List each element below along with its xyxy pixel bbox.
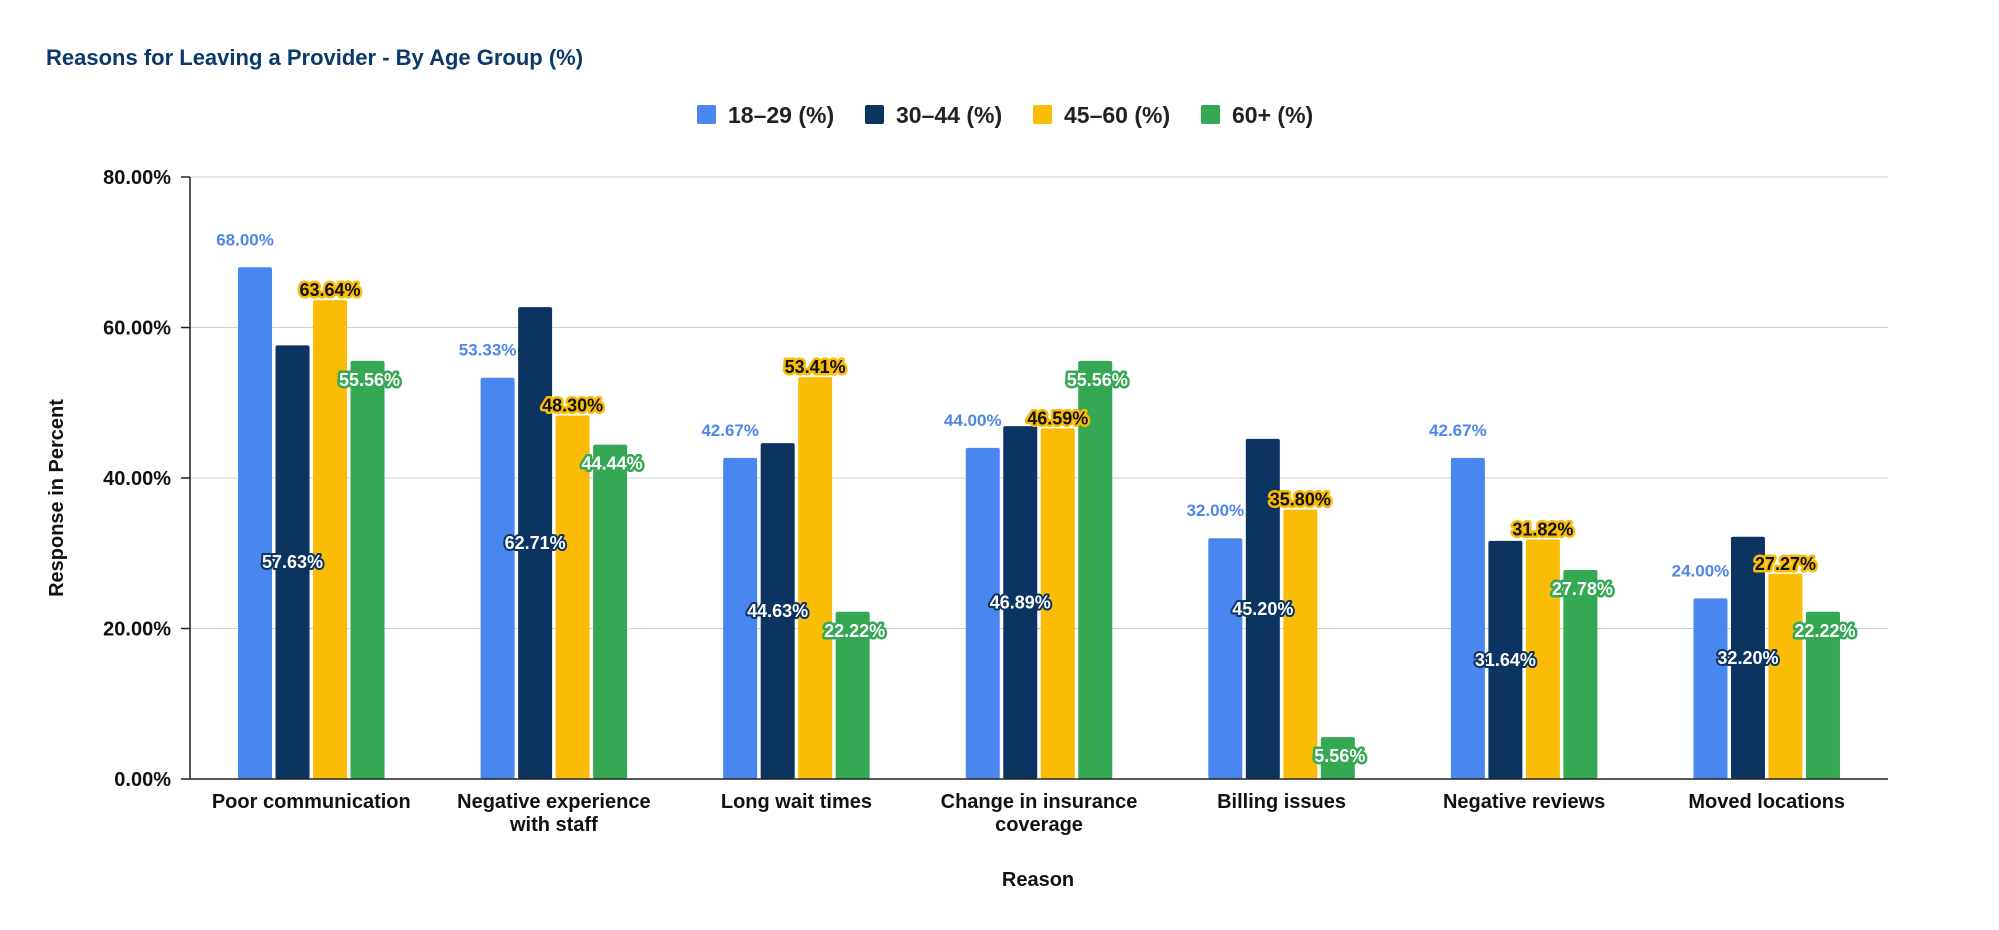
data-labels: 68.00% 57.63% 63.64% 55.56% 53.33% 62.71% 48.3… bbox=[216, 230, 1858, 768]
bar bbox=[965, 447, 1000, 779]
bar bbox=[1320, 737, 1355, 779]
data-label: 44.44% bbox=[582, 454, 643, 474]
data-label: 53.41% bbox=[785, 357, 846, 377]
legend-swatch bbox=[1201, 105, 1220, 124]
data-label: 68.00% bbox=[216, 230, 274, 249]
data-label: 46.59% bbox=[1027, 408, 1088, 428]
x-category-label: Negative reviews bbox=[1443, 791, 1605, 813]
bar bbox=[798, 377, 833, 779]
bar bbox=[313, 300, 348, 779]
bar bbox=[1283, 509, 1318, 779]
data-label: 42.67% bbox=[1429, 421, 1487, 440]
legend-label: 60+ (%) bbox=[1232, 102, 1313, 128]
data-label: 57.63% bbox=[262, 552, 323, 572]
y-tick-label: 80.00% bbox=[103, 167, 171, 189]
y-tick-label: 40.00% bbox=[103, 468, 171, 490]
data-label: 45.20% bbox=[1232, 599, 1293, 619]
legend-swatch bbox=[697, 105, 716, 124]
bar bbox=[275, 345, 310, 779]
bar bbox=[1245, 438, 1280, 779]
bar bbox=[1805, 611, 1840, 779]
bar bbox=[1078, 360, 1113, 779]
bar bbox=[350, 360, 385, 779]
gridlines bbox=[190, 176, 1888, 629]
bar bbox=[1208, 538, 1243, 779]
y-axis-ticks: 0.00% 20.00% 40.00% 60.00% 80.00% bbox=[103, 167, 190, 791]
bar bbox=[480, 377, 515, 779]
axes bbox=[189, 177, 1888, 780]
data-label: 35.80% bbox=[1270, 490, 1331, 510]
data-label: 46.89% bbox=[990, 593, 1051, 613]
data-label: 32.00% bbox=[1186, 501, 1244, 520]
legend-swatch bbox=[1033, 105, 1052, 124]
data-label: 53.33% bbox=[459, 341, 517, 360]
bar bbox=[593, 444, 628, 779]
bar bbox=[760, 443, 795, 779]
data-label: 63.64% bbox=[300, 280, 361, 300]
data-label: 5.56% bbox=[1314, 746, 1365, 766]
bar bbox=[835, 611, 870, 779]
data-label: 55.56% bbox=[1067, 370, 1128, 390]
legend-label: 45–60 (%) bbox=[1064, 102, 1170, 128]
bar bbox=[1488, 540, 1523, 779]
data-label: 27.78% bbox=[1552, 579, 1613, 599]
x-axis-categories: Poor communication Negative experience wit… bbox=[212, 791, 1845, 836]
data-label: 31.64% bbox=[1475, 650, 1536, 670]
y-tick-label: 0.00% bbox=[114, 769, 171, 791]
legend: 18–29 (%) 30–44 (%) 45–60 (%) 60+ (%) bbox=[697, 102, 1313, 128]
data-label: 44.63% bbox=[747, 601, 808, 621]
bar bbox=[723, 457, 758, 779]
legend-label: 30–44 (%) bbox=[896, 102, 1002, 128]
y-tick-label: 20.00% bbox=[103, 619, 171, 641]
data-label: 42.67% bbox=[701, 421, 759, 440]
bars bbox=[238, 267, 1840, 779]
x-category-label: Moved locations bbox=[1688, 791, 1845, 813]
legend-label: 18–29 (%) bbox=[728, 102, 834, 128]
x-category-label: Negative experience with staff bbox=[457, 791, 650, 836]
data-label: 62.71% bbox=[505, 533, 566, 553]
data-label: 22.22% bbox=[1794, 621, 1855, 641]
bar bbox=[518, 307, 553, 779]
bar bbox=[1003, 426, 1038, 779]
legend-swatch bbox=[865, 105, 884, 124]
data-label: 31.82% bbox=[1512, 520, 1573, 540]
x-axis-title: Reason bbox=[1002, 869, 1074, 891]
x-category-label: Poor communication bbox=[212, 791, 411, 813]
x-category-label: Billing issues bbox=[1217, 791, 1346, 813]
bar bbox=[1730, 536, 1765, 779]
bar bbox=[555, 415, 590, 779]
data-label: 27.27% bbox=[1755, 554, 1816, 574]
y-tick-label: 60.00% bbox=[103, 318, 171, 340]
bar bbox=[1768, 573, 1803, 779]
data-label: 32.20% bbox=[1717, 648, 1778, 668]
data-label: 22.22% bbox=[824, 621, 885, 641]
data-label: 24.00% bbox=[1672, 561, 1730, 580]
chart-title: Reasons for Leaving a Provider - By Age … bbox=[46, 45, 583, 70]
bar bbox=[1525, 539, 1560, 779]
bar bbox=[1693, 598, 1728, 779]
y-axis-title: Response in Percent bbox=[46, 399, 68, 597]
bar bbox=[1450, 457, 1485, 779]
data-label: 55.56% bbox=[339, 370, 400, 390]
bar bbox=[238, 267, 273, 779]
bar bbox=[1563, 569, 1598, 779]
bar bbox=[1040, 428, 1075, 779]
data-label: 48.30% bbox=[542, 396, 603, 416]
x-category-label: Long wait times bbox=[721, 791, 872, 813]
x-category-label: Change in insurance coverage bbox=[941, 791, 1138, 836]
data-label: 44.00% bbox=[944, 411, 1002, 430]
